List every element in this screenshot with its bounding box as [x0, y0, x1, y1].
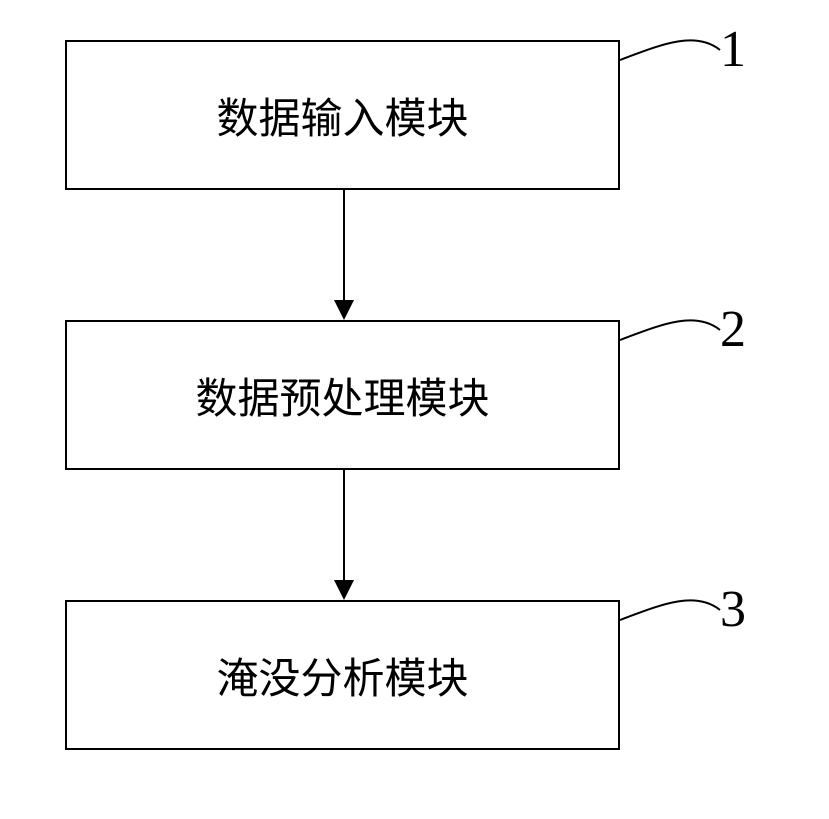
diagram-canvas: 数据输入模块 1 数据预处理模块 2 淹没分析模块 3 — [0, 0, 829, 819]
node-number-3: 3 — [720, 580, 746, 639]
leader-line-3 — [0, 0, 829, 819]
